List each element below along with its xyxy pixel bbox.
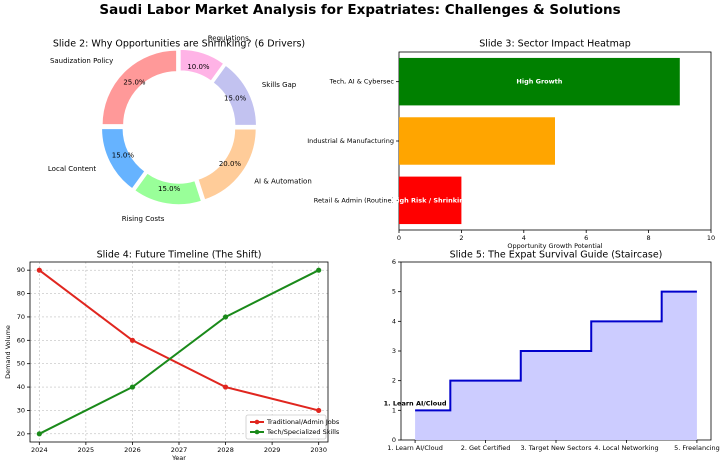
x-tick-label: 10 (707, 234, 715, 242)
y-tick-label: 50 (17, 360, 25, 368)
y-tick-label: 2 (392, 377, 396, 385)
x-axis-label: Year (171, 454, 186, 462)
pie-category-label: Rising Costs (122, 215, 165, 223)
step-title: Slide 5: The Expat Survival Guide (Stair… (450, 250, 663, 261)
pie-slice (133, 171, 203, 206)
pie-slice (100, 127, 147, 191)
y-tick-label: 30 (17, 406, 25, 414)
y-axis-label: Demand Volume (4, 325, 12, 379)
bar-category-label: Tech, AI & Cybersec (329, 78, 395, 86)
pie-slice (101, 49, 178, 126)
figure-title: Saudi Labor Market Analysis for Expatria… (99, 2, 621, 18)
series-point (36, 267, 42, 273)
legend-marker (254, 419, 260, 425)
legend-marker (254, 429, 260, 435)
pie-value-label: 15.0% (158, 185, 181, 193)
x-tick-label: 2030 (310, 446, 327, 454)
y-tick-label: 70 (17, 313, 25, 321)
y-tick-label: 20 (17, 430, 25, 438)
x-tick-label: 2028 (217, 446, 234, 454)
pie-value-label: 15.0% (224, 94, 247, 102)
pie-slice (196, 128, 258, 202)
pie-category-label: Skills Gap (262, 81, 297, 89)
x-tick-label: 6 (584, 234, 588, 242)
step-fill (415, 291, 697, 440)
y-tick-label: 0 (392, 436, 396, 444)
x-tick-label: 8 (647, 234, 651, 242)
x-tick-label: 2029 (264, 446, 281, 454)
pie-value-label: 25.0% (123, 78, 146, 86)
bar-annotation: High Growth (516, 78, 562, 86)
legend-box (245, 414, 327, 440)
y-tick-label: 4 (392, 317, 396, 325)
legend-label: Tech/Specialized Skills (266, 428, 340, 436)
pie-slice (211, 63, 258, 127)
bar (399, 57, 680, 106)
y-tick-label: 1 (392, 406, 396, 414)
x-tick-label: 3. Target New Sectors (521, 444, 593, 452)
line-title: Slide 4: Future Timeline (The Shift) (97, 250, 262, 261)
y-tick-label: 40 (17, 383, 25, 391)
step-annotation: 1. Learn AI/Cloud (384, 399, 447, 407)
pie-category-label: Regulations (208, 35, 249, 43)
bar-category-label: Retail & Admin (Routine) (314, 196, 394, 204)
y-tick-label: 80 (17, 290, 25, 298)
series-line (38, 269, 319, 412)
x-tick-label: 1. Learn AI/Cloud (387, 444, 443, 452)
bar (399, 117, 555, 165)
x-tick-label: 4. Local Networking (594, 444, 658, 452)
y-tick-label: 60 (17, 336, 25, 344)
pie-category-label: Local Content (48, 165, 96, 173)
bar-category-label: Industrial & Manufacturing (307, 137, 394, 145)
x-tick-label: 5. Freelancing (674, 444, 720, 452)
x-axis-label: Opportunity Growth Potential (507, 242, 602, 250)
pie-value-label: 15.0% (112, 152, 135, 160)
x-tick-label: 4 (522, 234, 526, 242)
line-plot-frame (29, 261, 329, 443)
y-tick-label: 5 (392, 288, 396, 296)
series-point (316, 407, 322, 414)
step-line (415, 290, 697, 412)
pie-value-label: 10.0% (187, 63, 210, 71)
series-point (129, 384, 136, 390)
x-tick-label: 2026 (124, 446, 141, 454)
pie-category-label: AI & Automation (254, 178, 312, 186)
x-tick-label: 2027 (171, 446, 188, 454)
y-tick-label: 3 (392, 347, 396, 355)
series-point (316, 267, 322, 273)
series-point (129, 337, 136, 343)
bar-annotation: High Risk / Shrinking (392, 196, 469, 204)
bar (399, 176, 462, 225)
series-point (222, 384, 229, 390)
x-tick-label: 2025 (78, 446, 95, 454)
x-tick-label: 2024 (31, 446, 48, 454)
y-tick-label: 90 (17, 266, 25, 274)
legend-label: Traditional/Admin Jobs (266, 418, 340, 426)
pie-title: Slide 2: Why Opportunities are Shrinking… (53, 39, 305, 50)
x-tick-label: 2. Get Certified (461, 444, 511, 452)
pie-value-label: 20.0% (219, 160, 242, 168)
y-tick-label: 6 (392, 258, 396, 266)
series-point (36, 431, 42, 437)
x-tick-label: 2 (459, 234, 463, 242)
pie-slice (179, 48, 226, 83)
series-line (38, 269, 320, 435)
series-point (222, 314, 229, 320)
pie-category-label: Saudization Policy (50, 57, 113, 65)
x-tick-label: 0 (397, 234, 401, 242)
bar-title: Slide 3: Sector Impact Heatmap (479, 39, 631, 50)
